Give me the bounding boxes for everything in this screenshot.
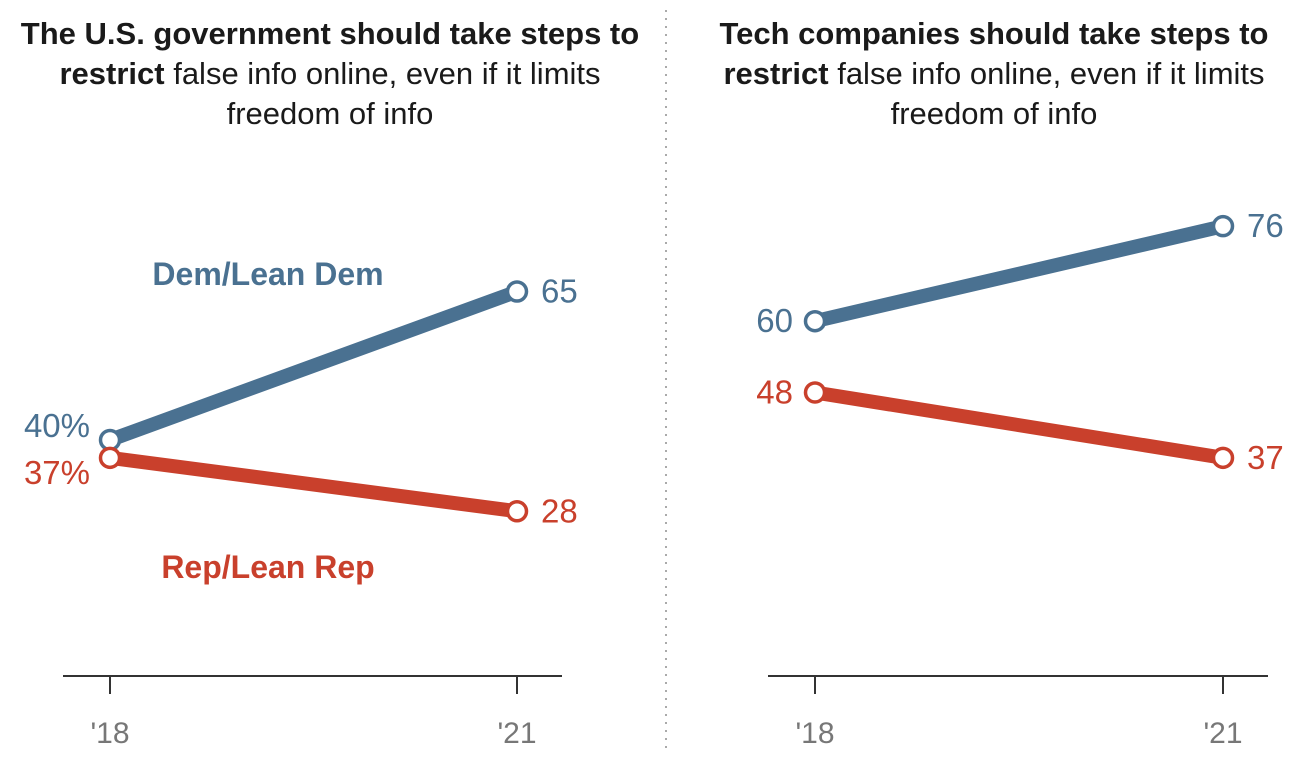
data-label-rep: 37%: [24, 454, 90, 491]
chart-title-left-rest: false info online, even if it limits fre…: [173, 56, 601, 131]
chart-panel-0: '18 '21 40% 65 37% 28 Dem/Lean Dem Rep/Lean Rep: [24, 256, 578, 750]
data-point-dem: [1211, 214, 1235, 238]
data-label-rep: 48: [756, 373, 793, 410]
data-label-rep: 37: [1247, 439, 1284, 476]
chart-title-right: Tech companies should take steps to rest…: [690, 14, 1298, 134]
series-label-rep: Rep/Lean Rep: [161, 549, 374, 585]
x-tick-label: '18: [795, 717, 834, 750]
chart-title-right-bold: Tech companies should take steps to rest…: [719, 16, 1269, 91]
data-label-rep: 28: [541, 492, 578, 529]
chart-title-left-bold: The U.S. government should take steps to…: [20, 16, 640, 91]
data-point-rep: [803, 381, 827, 404]
x-tick-label: '18: [90, 717, 129, 750]
chart-panel-1: '18 '21 60 76 48 37: [756, 207, 1283, 750]
data-point-rep: [505, 500, 529, 523]
data-point-dem: [803, 309, 827, 333]
chart-title-left: The U.S. government should take steps to…: [10, 14, 650, 134]
series-label-dem: Dem/Lean Dem: [152, 256, 383, 292]
data-point-dem: [505, 280, 529, 303]
x-tick-label: '21: [1203, 717, 1242, 750]
data-label-dem: 40%: [24, 407, 90, 444]
data-label-dem: 65: [541, 273, 578, 310]
series-line-dem: [103, 284, 524, 447]
x-tick-label: '21: [497, 717, 536, 750]
chart-title-right-rest: false info online, even if it limits fre…: [837, 56, 1265, 131]
data-point-rep: [1211, 446, 1235, 470]
series-line-rep: [103, 450, 524, 519]
series-line-dem: [808, 219, 1230, 329]
series-line-rep: [808, 385, 1230, 465]
data-label-dem: 60: [756, 302, 793, 339]
data-label-dem: 76: [1247, 207, 1284, 244]
data-point-rep: [98, 446, 122, 470]
